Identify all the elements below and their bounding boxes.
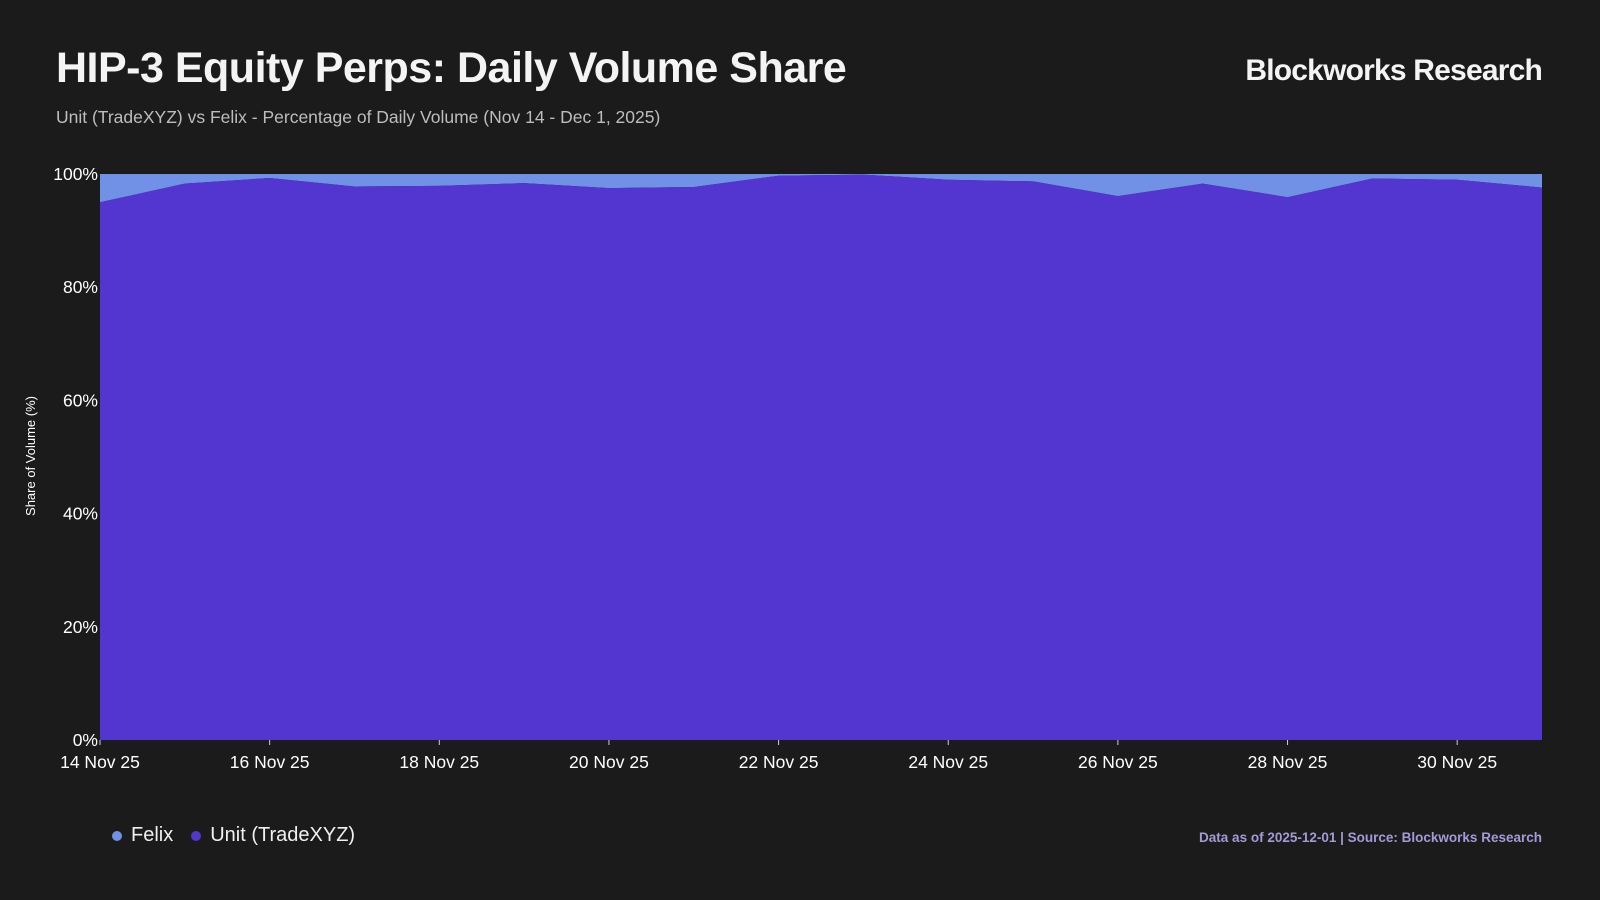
x-tick-label: 14 Nov 25 xyxy=(60,752,140,772)
legend-dot-felix xyxy=(112,830,122,841)
x-tick-label: 24 Nov 25 xyxy=(908,752,988,772)
area-chart: 14 Nov 25 16 Nov 25 18 Nov 25 20 Nov 25 22 N… xyxy=(23,164,1542,772)
page-subtitle: Unit (TradeXYZ) vs Felix - Percentage of… xyxy=(56,107,661,127)
legend: Felix Unit (TradeXYZ) xyxy=(112,824,355,847)
series-area-felix xyxy=(100,174,1542,203)
legend-label-unit: Unit (TradeXYZ) xyxy=(210,824,356,846)
legend-item-unit[interactable]: Unit (TradeXYZ) xyxy=(191,824,355,847)
y-tick-label: 0% xyxy=(73,730,98,750)
y-axis-title: Share of Volume (%) xyxy=(23,396,38,516)
plot-area xyxy=(100,174,1542,741)
y-tick-label: 80% xyxy=(63,277,98,297)
legend-dot-unit xyxy=(191,830,202,841)
page-title: HIP-3 Equity Perps: Daily Volume Share xyxy=(56,44,847,92)
legend-label-felix: Felix xyxy=(131,824,174,846)
brand-logo: Blockworks Research xyxy=(1245,54,1542,87)
y-tick-label: 40% xyxy=(63,504,98,524)
x-tick-label: 30 Nov 25 xyxy=(1417,752,1497,772)
y-tick-label: 100% xyxy=(53,164,98,184)
y-tick-label: 20% xyxy=(63,617,98,637)
x-tick-label: 28 Nov 25 xyxy=(1248,752,1328,772)
x-tick-label: 22 Nov 25 xyxy=(739,752,819,772)
y-axis: 0% 20% 40% 60% 80% 100% xyxy=(53,164,98,750)
legend-item-felix[interactable]: Felix xyxy=(112,824,173,847)
series-area-unit xyxy=(100,174,1542,741)
x-tick-label: 18 Nov 25 xyxy=(399,752,479,772)
x-tick-label: 20 Nov 25 xyxy=(569,752,649,772)
x-axis: 14 Nov 25 16 Nov 25 18 Nov 25 20 Nov 25 22 N… xyxy=(60,740,1497,772)
x-tick-label: 26 Nov 25 xyxy=(1078,752,1158,772)
y-tick-label: 60% xyxy=(63,390,98,410)
x-tick-label: 16 Nov 25 xyxy=(230,752,310,772)
source-note: Data as of 2025-12-01 | Source: Blockwor… xyxy=(1199,830,1542,845)
